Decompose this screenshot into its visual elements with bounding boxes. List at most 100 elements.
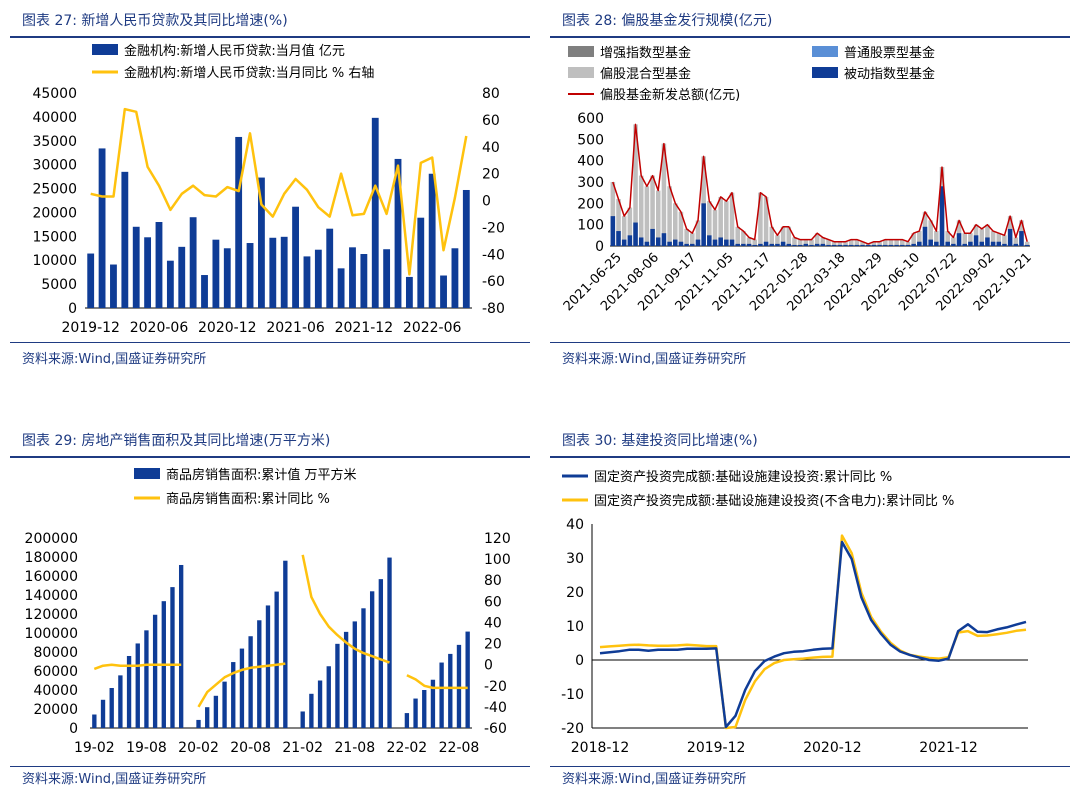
y2-tick-label: 80 <box>484 573 502 589</box>
y2-tick-label: 40 <box>482 140 500 156</box>
mixed-fund-bar <box>905 241 911 246</box>
loan-bar <box>337 268 345 308</box>
loan-bar <box>155 222 163 308</box>
loan-bar <box>235 136 243 308</box>
sales-area-bar <box>283 560 288 728</box>
passive-index-bar <box>1007 228 1013 246</box>
mixed-fund-bar <box>758 192 763 246</box>
y-tick-label: 80000 <box>33 645 78 661</box>
source-note: 资料来源:Wind,国盛证券研究所 <box>22 348 206 367</box>
legend-sales-area-label: 商品房销售面积:累计值 万平方米 <box>166 467 357 483</box>
mixed-fund-bar <box>1002 235 1007 246</box>
passive-index-bar <box>746 243 752 246</box>
total-issuance-line <box>612 123 1028 245</box>
loan-bar <box>110 264 117 308</box>
loan-bar <box>451 248 459 308</box>
y-tick-label: 120000 <box>25 607 78 623</box>
legend-loan-amount-label: 金融机构:新增人民币贷款:当月值 亿元 <box>124 43 345 59</box>
y-tick-label: 100000 <box>25 626 78 642</box>
sales-area-bar <box>430 679 436 728</box>
passive-index-bar <box>644 241 650 246</box>
y-tick-label: 10 <box>566 619 584 635</box>
legend-sales-area-swatch <box>134 468 160 479</box>
mixed-fund-bar <box>809 239 814 246</box>
y-tick-label: 140000 <box>25 588 78 604</box>
y-tick-label: 20 <box>566 585 584 601</box>
loan-bar <box>189 217 197 308</box>
sales-area-bar <box>100 699 106 728</box>
y2-tick-label: 80 <box>482 86 500 102</box>
x-tick-label: 20-08 <box>230 740 271 756</box>
mixed-fund-bar <box>650 175 655 246</box>
loan-bar <box>269 237 277 308</box>
passive-index-bar <box>1024 244 1030 246</box>
mixed-fund-bar <box>820 237 826 246</box>
mixed-fund-bar <box>701 156 706 246</box>
legend-mixed-fund-label: 偏股混合型基金 <box>600 66 691 82</box>
passive-index-bar <box>667 241 672 246</box>
passive-index-bar <box>621 239 627 246</box>
passive-index-bar <box>633 222 638 246</box>
y-tick-label: 30 <box>566 551 584 567</box>
sales-area-bar <box>231 662 236 728</box>
y-tick-label: 25000 <box>32 182 77 198</box>
passive-index-bar <box>735 243 740 246</box>
mixed-fund-bar <box>752 239 757 246</box>
y-tick-label: -20 <box>561 721 584 737</box>
x-tick-label: 22-02 <box>387 740 428 756</box>
y2-tick-label: 20 <box>484 637 502 653</box>
legend-enhanced-index-swatch <box>568 46 594 57</box>
mixed-fund-bar <box>678 211 684 246</box>
passive-index-bar <box>826 244 831 246</box>
passive-index-bar <box>917 241 922 246</box>
sales-area-bar <box>439 662 444 728</box>
loan-bar <box>87 253 95 308</box>
loan-bar <box>223 248 231 308</box>
mixed-fund-bar <box>621 216 627 246</box>
loan-bar <box>144 237 152 308</box>
y-tick-label: 0 <box>575 653 584 669</box>
passive-index-bar <box>763 241 769 246</box>
mixed-fund-bar <box>667 186 672 246</box>
y-tick-label: 10000 <box>32 253 77 269</box>
legend-stock-fund-label: 普通股票型基金 <box>844 45 935 61</box>
passive-index-bar <box>792 244 797 246</box>
y-tick-label: 200000 <box>25 531 78 547</box>
x-tick-label: 2020-12 <box>198 320 257 336</box>
sales-area-bar <box>309 693 314 728</box>
passive-index-bar <box>718 237 723 246</box>
passive-index-bar <box>900 244 905 246</box>
mixed-fund-bar <box>900 239 905 246</box>
passive-index-bar <box>786 243 792 246</box>
y2-tick-label: 60 <box>482 113 500 129</box>
passive-index-bar <box>962 243 967 246</box>
passive-index-bar <box>894 244 899 246</box>
loan-bar <box>383 249 391 308</box>
x-tick-label: 2019-12 <box>61 320 120 336</box>
passive-index-bar <box>724 239 729 246</box>
y-tick-label: 600 <box>577 111 604 127</box>
infra-line <box>599 540 1027 729</box>
passive-index-bar <box>712 239 718 246</box>
mixed-fund-bar <box>871 241 877 246</box>
loan-bar <box>246 243 254 308</box>
y-tick-label: 60000 <box>33 664 78 680</box>
loan-bar <box>314 249 322 308</box>
chart-panel-30: 图表 30: 基建投资同比增速(%) 固定资产投资完成额:基础设施建设投资:累计… <box>550 424 1070 800</box>
source-label: 资料来源: <box>562 352 619 367</box>
x-tick-label: 2020-12 <box>803 740 862 756</box>
loan-bar <box>258 177 265 308</box>
sales-area-bar <box>300 711 305 728</box>
passive-index-bar <box>956 233 962 246</box>
mixed-fund-bar <box>985 224 990 246</box>
mixed-fund-bar <box>673 203 678 246</box>
sales-area-bar <box>404 713 410 728</box>
source-label: 资料来源: <box>562 772 619 787</box>
passive-index-bar <box>911 243 916 246</box>
passive-index-bar <box>1013 243 1019 246</box>
legend-stock-fund-swatch <box>812 46 838 57</box>
x-tick-label: 19-02 <box>74 740 115 756</box>
sales-area-bar <box>118 675 123 728</box>
passive-index-bar <box>741 243 746 246</box>
y2-tick-label: 20 <box>482 167 500 183</box>
